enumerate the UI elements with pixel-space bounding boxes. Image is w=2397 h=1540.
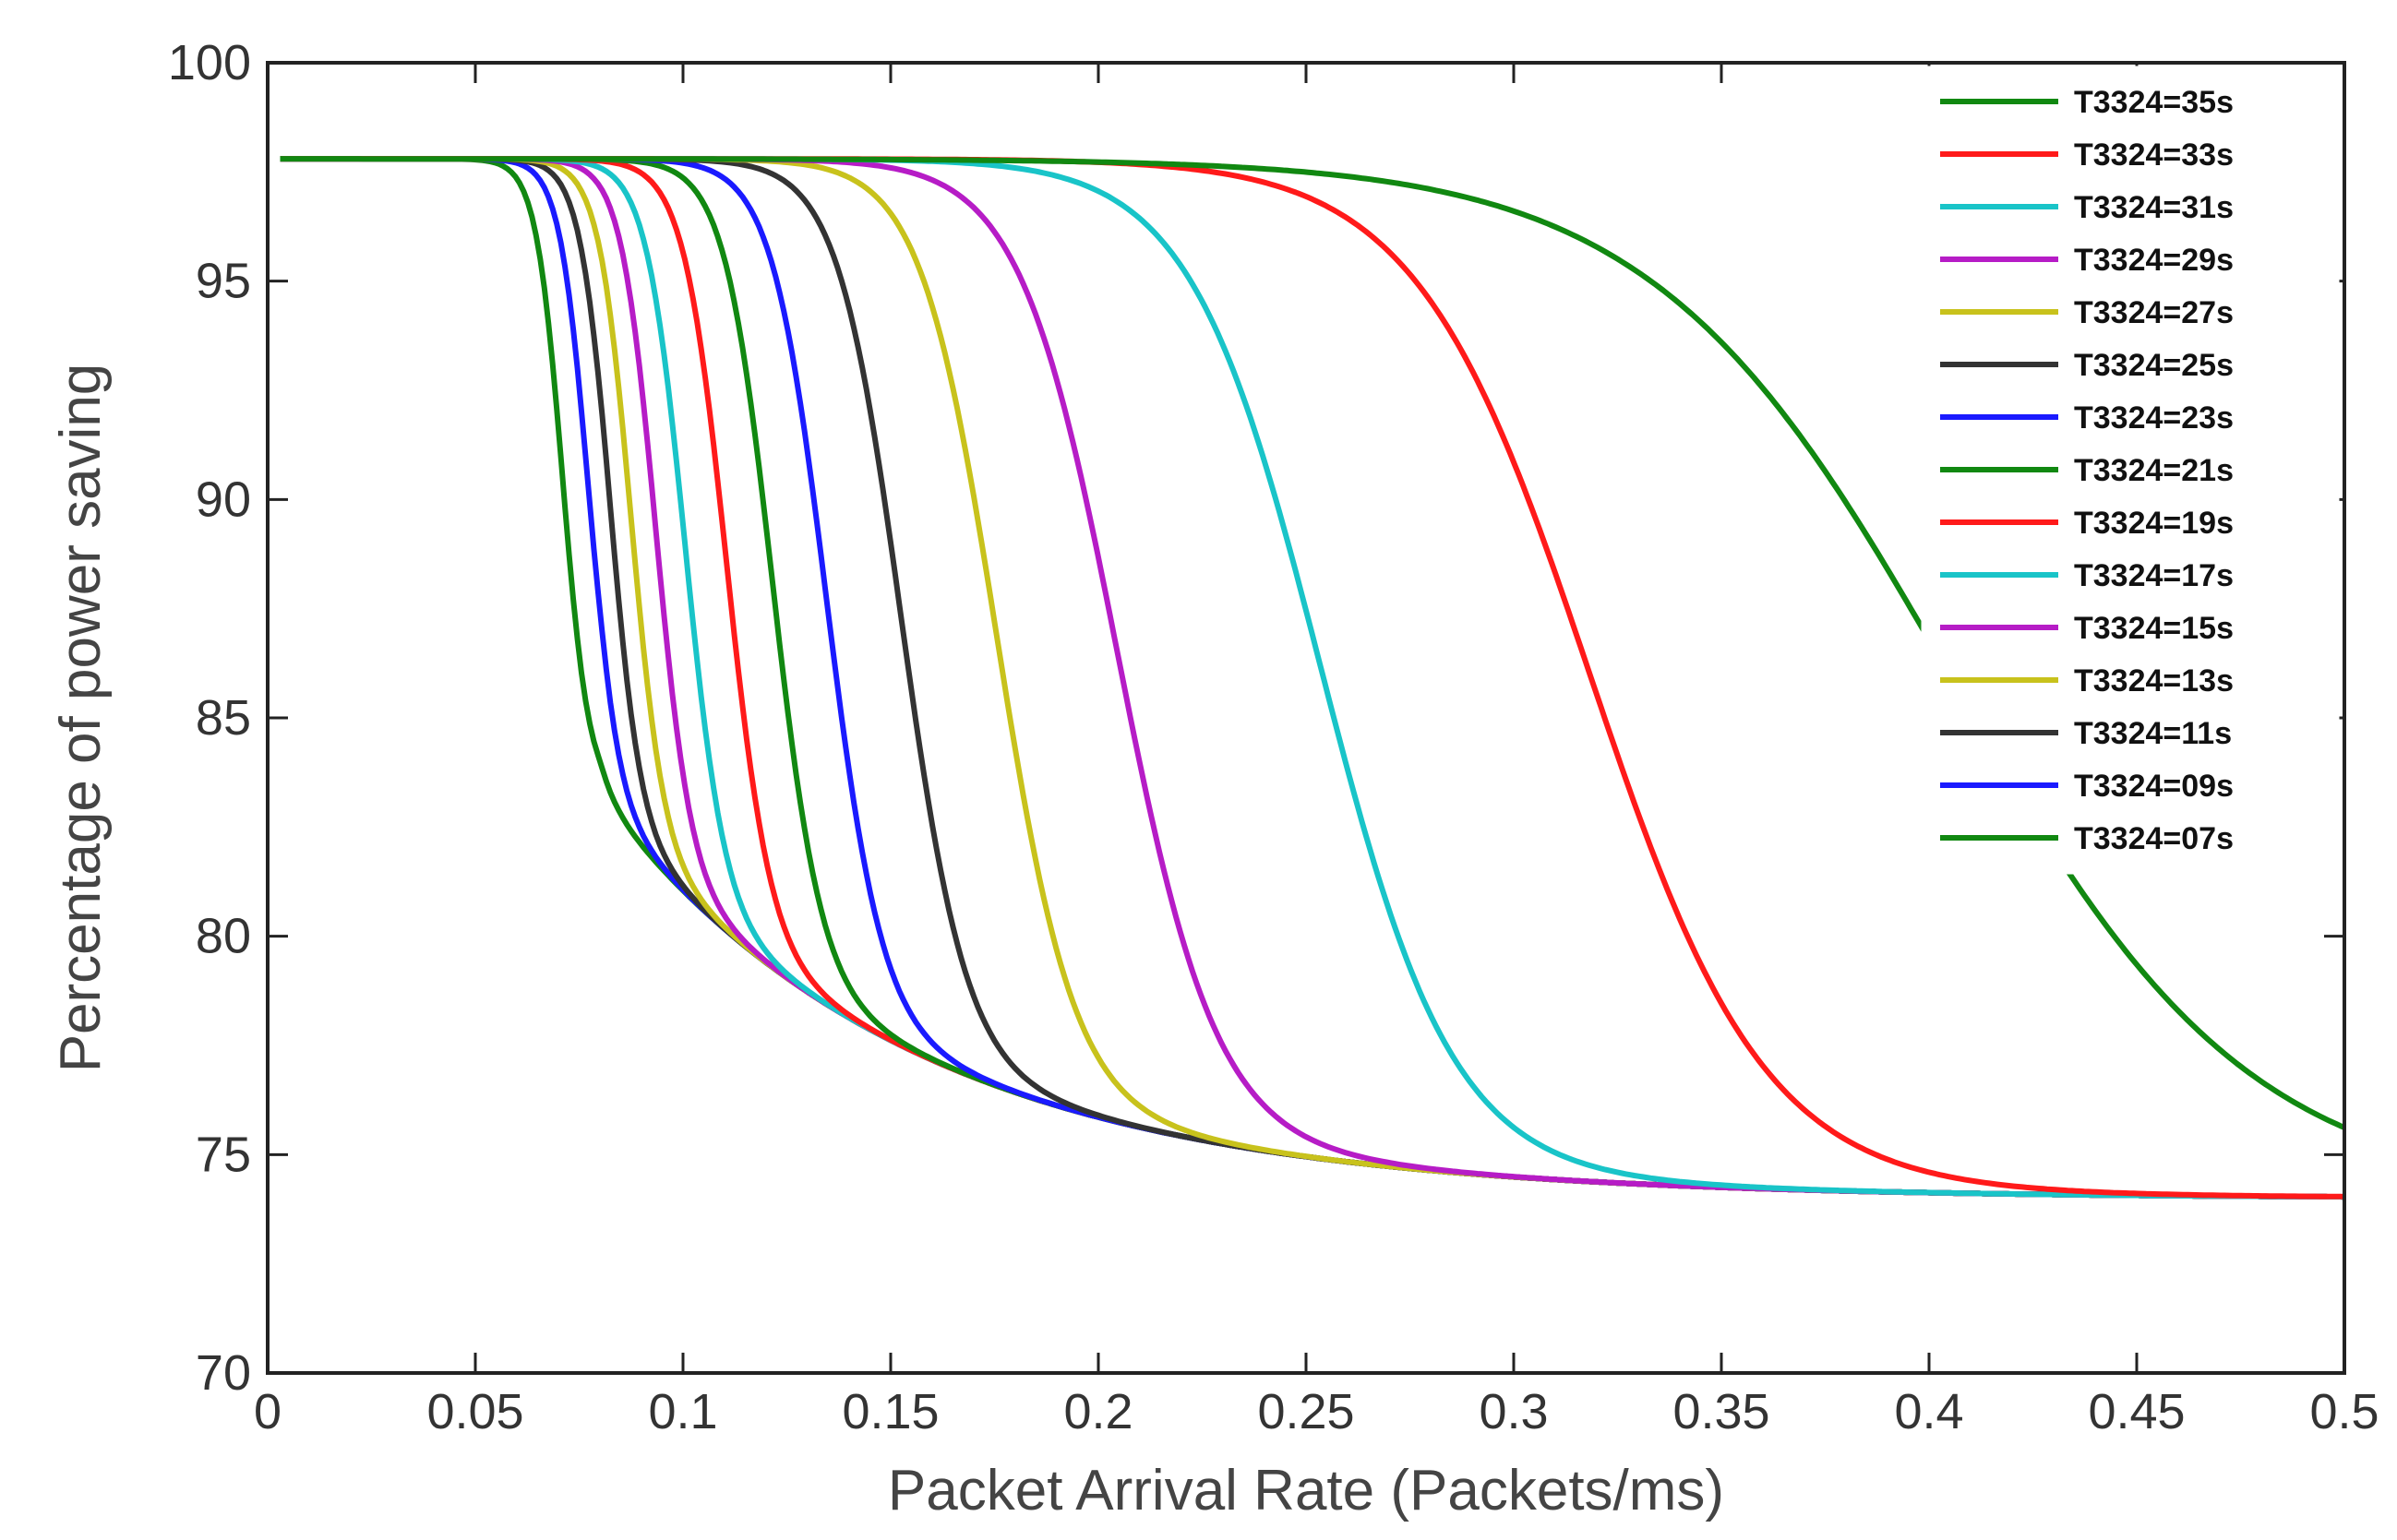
legend-label: T3324=31s — [2074, 190, 2234, 225]
series-layer — [280, 156, 2346, 1200]
plot-frame — [266, 61, 2346, 1375]
x-tick-label: 0.45 — [2088, 1384, 2185, 1439]
x-tick-label: 0.25 — [1257, 1384, 1354, 1439]
y-tick-label: 85 — [196, 690, 251, 746]
y-tick-label: 70 — [196, 1345, 251, 1401]
legend-label: T3324=17s — [2074, 558, 2234, 593]
legend-label: T3324=33s — [2074, 137, 2234, 173]
legend-label: T3324=27s — [2074, 295, 2234, 330]
x-axis-ticks: 0 0.05 0.1 0.15 0.2 0.25 0.3 0.35 0.4 0.45 0.5 — [254, 63, 2379, 1439]
y-axis-title: Percentage of power saving — [49, 364, 113, 1073]
legend-label: T3324=21s — [2074, 453, 2234, 488]
y-tick-label: 90 — [196, 472, 251, 527]
x-axis-title: Packet Arrival Rate (Packets/ms) — [888, 1459, 1724, 1522]
x-tick-label: 0.35 — [1672, 1384, 1769, 1439]
legend-label: T3324=19s — [2074, 506, 2234, 541]
legend-label: T3324=13s — [2074, 663, 2234, 698]
y-tick-label: 75 — [196, 1127, 251, 1182]
x-tick-label: 0.3 — [1479, 1384, 1548, 1439]
y-tick-label: 80 — [196, 909, 251, 964]
x-tick-label: 0.4 — [1894, 1384, 1963, 1439]
legend: T3324=35s T3324=33s T3324=31s T3324=29s T332… — [1921, 66, 2340, 875]
x-tick-label: 0.05 — [426, 1384, 523, 1439]
x-tick-label: 0.1 — [648, 1384, 717, 1439]
x-tick-label: 0 — [254, 1384, 282, 1439]
legend-label: T3324=11s — [2074, 716, 2232, 751]
x-tick-label: 0.5 — [2309, 1384, 2379, 1439]
y-tick-label: 100 — [168, 35, 251, 90]
y-axis-ticks: 70 75 80 85 90 95 100 — [168, 35, 2344, 1401]
legend-label: T3324=23s — [2074, 400, 2234, 436]
legend-label: T3324=29s — [2074, 243, 2234, 278]
y-tick-label: 95 — [196, 254, 251, 309]
legend-label: T3324=09s — [2074, 769, 2234, 804]
x-tick-label: 0.2 — [1063, 1384, 1133, 1439]
legend-label: T3324=15s — [2074, 611, 2234, 646]
x-tick-label: 0.15 — [842, 1384, 939, 1439]
legend-label: T3324=07s — [2074, 821, 2234, 856]
legend-label: T3324=35s — [2074, 85, 2234, 120]
legend-label: T3324=25s — [2074, 348, 2234, 383]
